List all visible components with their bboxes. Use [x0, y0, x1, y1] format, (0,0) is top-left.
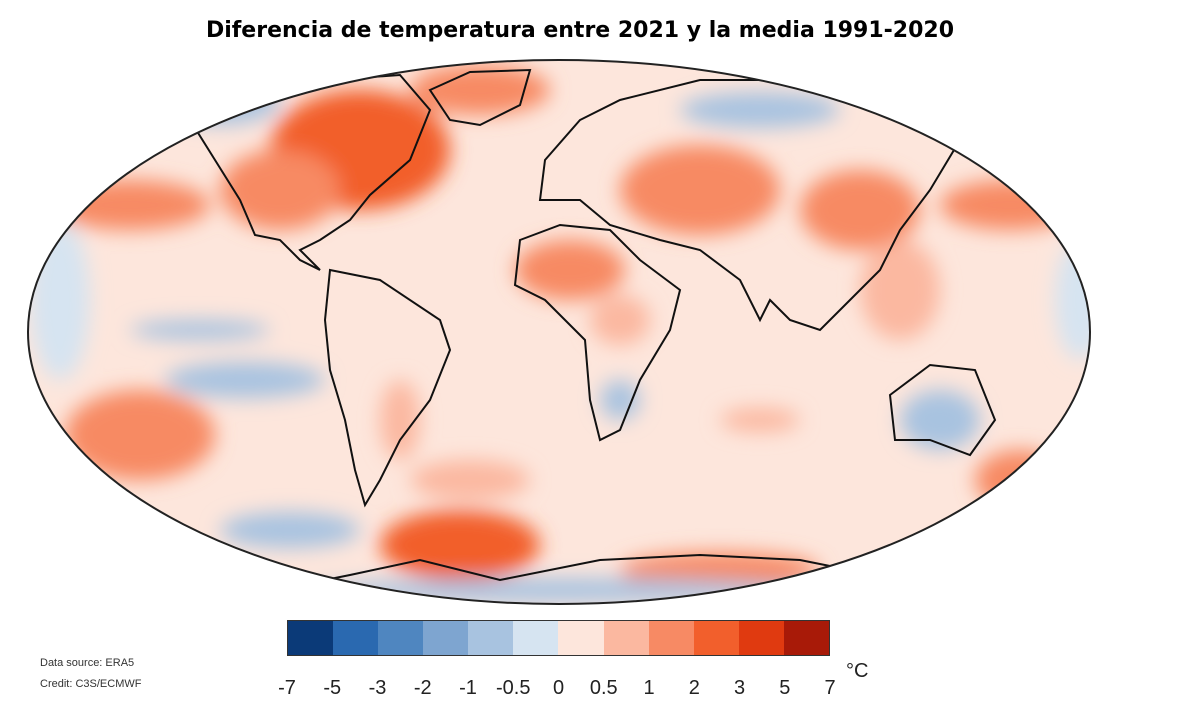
color-bin [288, 621, 334, 655]
scale-tick-label: -3 [368, 677, 387, 699]
color-bin [378, 621, 424, 655]
color-bin [513, 621, 559, 655]
credit-label: Credit: C3S/ECMWF [40, 678, 142, 690]
scale-tick-label: 3 [733, 677, 746, 699]
scale-tick-label: -0.5 [496, 677, 531, 699]
scale-tick-label: 5 [779, 677, 791, 699]
color-scale-bar [287, 620, 830, 656]
color-bin [603, 621, 649, 655]
scale-tick-label: 1 [643, 677, 655, 699]
data-source-label: Data source: ERA5 [40, 657, 135, 669]
color-bin [468, 621, 514, 655]
scale-tick-label: -7 [278, 677, 296, 699]
scale-tick-label: 7 [824, 677, 836, 699]
color-bin [738, 621, 784, 655]
scale-tick-label: 2 [688, 677, 700, 699]
scale-tick-label: -1 [459, 677, 477, 699]
color-bin [693, 621, 739, 655]
south-america-outline [323, 268, 452, 508]
scale-tick-label: 0.5 [589, 677, 618, 699]
scale-tick-label: -2 [413, 677, 432, 699]
color-bin [648, 621, 694, 655]
unit-label: °C [846, 660, 869, 682]
scale-tick-label: 0 [552, 677, 565, 699]
greenland-outline [428, 68, 532, 127]
globe-border [27, 59, 1091, 605]
africa-outline [513, 223, 682, 442]
map-title: Diferencia de temperatura entre 2021 y l… [205, 18, 955, 43]
color-bin [558, 621, 604, 655]
color-bin [333, 621, 379, 655]
scale-tick-label: -5 [323, 677, 342, 699]
color-bin [423, 621, 469, 655]
eurasia-outline [538, 79, 962, 332]
color-bin [783, 621, 829, 655]
australia-outline [888, 363, 997, 457]
